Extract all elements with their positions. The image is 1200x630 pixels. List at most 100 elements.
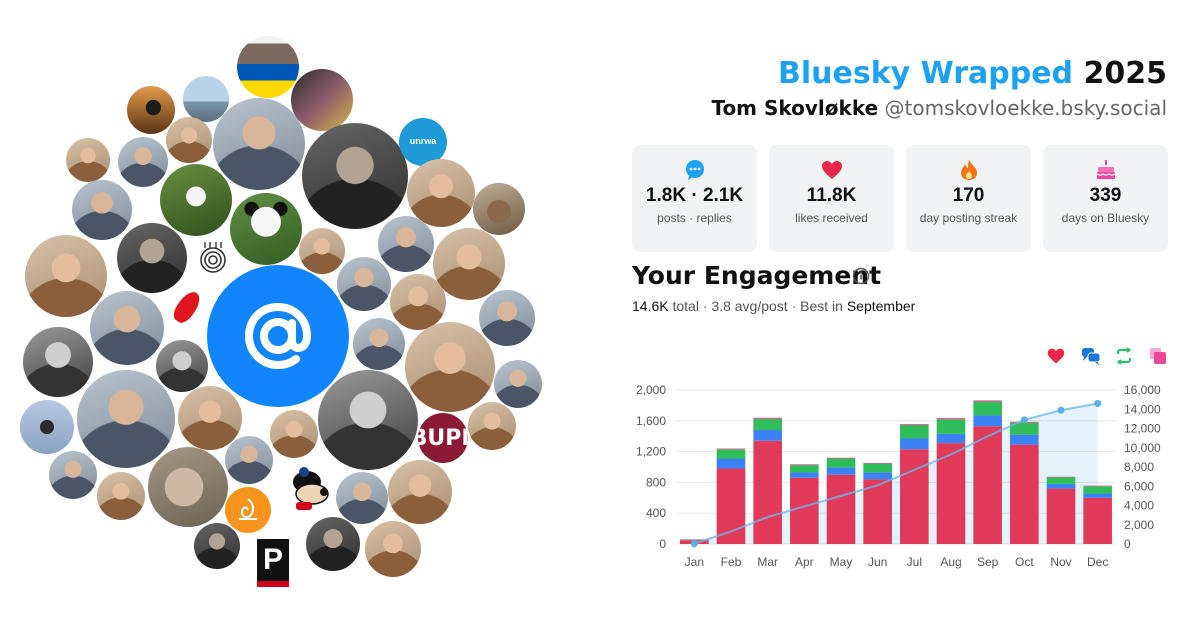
avatar[interactable] <box>407 159 475 227</box>
bar-segment <box>716 449 746 459</box>
avatar[interactable] <box>183 76 229 122</box>
avatar[interactable] <box>127 86 175 134</box>
avatar[interactable] <box>118 137 168 187</box>
avatar-cluster: unrwa BUPL P <box>20 36 542 588</box>
bar-segment <box>790 472 819 478</box>
avatar[interactable] <box>90 291 164 365</box>
bar-segment <box>1010 434 1039 445</box>
avatar[interactable] <box>148 447 228 527</box>
bar-segment <box>863 462 892 464</box>
avatar[interactable] <box>166 117 212 163</box>
stat-label: posts · replies <box>657 211 732 225</box>
stat-card-days: 339 days on Bluesky <box>1043 145 1168 252</box>
y-tick-label-left: 1,600 <box>636 414 666 428</box>
avatar[interactable] <box>160 164 232 236</box>
stat-label: days on Bluesky <box>1061 211 1150 225</box>
cumulative-line <box>694 402 1098 545</box>
avatar[interactable] <box>25 235 107 317</box>
bar-segment <box>900 438 929 450</box>
info-icon[interactable] <box>852 267 870 285</box>
avatar[interactable] <box>23 327 93 397</box>
avatar[interactable] <box>194 523 240 569</box>
cumulative-point <box>1057 406 1065 414</box>
unrwa-logo[interactable]: unrwa <box>399 118 447 166</box>
avatar[interactable] <box>353 318 405 370</box>
avatar[interactable] <box>178 386 242 450</box>
bupl-logo[interactable]: BUPL <box>418 413 468 463</box>
x-tick-label: Aug <box>940 555 961 569</box>
avatar[interactable] <box>270 410 318 458</box>
y-tick-label-right: 16,000 <box>1124 383 1161 397</box>
avatar[interactable] <box>365 521 421 577</box>
avatar[interactable] <box>405 322 495 412</box>
stat-label: day posting streak <box>919 211 1018 225</box>
engagement-best-month: September <box>846 298 916 314</box>
wrapped-title-accent: Bluesky Wrapped <box>778 56 1074 91</box>
bar-segment <box>973 400 1002 402</box>
avatar[interactable] <box>318 370 418 470</box>
avatar[interactable] <box>117 223 187 293</box>
avatar[interactable] <box>291 69 353 131</box>
bar-segment <box>863 479 892 544</box>
x-tick-label: Jul <box>907 555 922 569</box>
avatar[interactable] <box>72 180 132 240</box>
bar-segment <box>1046 488 1076 544</box>
user-handle[interactable]: @tomskovloekke.bsky.social <box>884 96 1167 120</box>
avatar[interactable] <box>337 257 391 311</box>
y-tick-label-left: 1,200 <box>636 445 666 459</box>
avatar[interactable] <box>77 370 175 468</box>
avatar[interactable] <box>213 98 305 190</box>
avatar[interactable] <box>230 193 302 265</box>
cartoon-dog-icon[interactable] <box>276 460 338 522</box>
x-tick-label: Sep <box>977 555 999 569</box>
publication-logo[interactable]: P <box>253 538 293 588</box>
y-tick-label-left: 400 <box>646 506 666 520</box>
avatar[interactable] <box>336 472 388 524</box>
x-tick-label: Feb <box>721 555 742 569</box>
bluesky-at-logo[interactable] <box>207 265 349 407</box>
swirl-logo-icon[interactable] <box>197 240 229 282</box>
heart-icon[interactable] <box>1047 347 1065 365</box>
avatar[interactable] <box>378 216 434 272</box>
avatar[interactable] <box>473 183 525 235</box>
al-jazeera-logo-icon[interactable] <box>225 487 271 533</box>
avatar[interactable] <box>20 400 74 454</box>
avatar[interactable] <box>302 123 408 229</box>
avatar[interactable] <box>433 228 505 300</box>
avatar[interactable] <box>97 472 145 520</box>
bupl-logo-text: BUPL <box>418 425 468 451</box>
quote-icon[interactable] <box>1149 347 1167 365</box>
red-brand-shape[interactable] <box>169 287 205 327</box>
avatar[interactable] <box>66 138 110 182</box>
avatar[interactable] <box>388 460 452 524</box>
x-tick-label: Apr <box>795 555 814 569</box>
bar-segment <box>753 417 782 419</box>
cumulative-point <box>1020 416 1028 424</box>
bar-segment <box>1010 422 1039 435</box>
stat-value: 11.8K <box>806 185 857 206</box>
avatar[interactable] <box>237 36 299 98</box>
bar-segment <box>1010 444 1039 544</box>
bar-segment <box>936 419 966 434</box>
avatar[interactable] <box>225 436 273 484</box>
y-tick-label-right: 4,000 <box>1124 499 1154 513</box>
bar-segment <box>826 457 856 459</box>
chart-legend <box>1047 347 1167 365</box>
repost-icon[interactable] <box>1115 347 1133 365</box>
avatar[interactable] <box>306 517 360 571</box>
engagement-avg: 3.8 avg/post <box>711 298 788 314</box>
reply-icon[interactable] <box>1081 347 1101 365</box>
y-tick-label-right: 14,000 <box>1124 402 1161 416</box>
avatar[interactable] <box>156 340 208 392</box>
y-tick-label-right: 12,000 <box>1124 422 1161 436</box>
avatar[interactable] <box>299 228 345 274</box>
avatar[interactable] <box>49 451 97 499</box>
avatar[interactable] <box>390 274 446 330</box>
bar-segment <box>900 425 929 439</box>
avatar[interactable] <box>494 360 542 408</box>
bar-segment <box>1046 483 1076 489</box>
y-tick-label-left: 800 <box>646 475 666 489</box>
avatar[interactable] <box>479 290 535 346</box>
avatar[interactable] <box>468 402 516 450</box>
bar-segment <box>900 424 929 426</box>
